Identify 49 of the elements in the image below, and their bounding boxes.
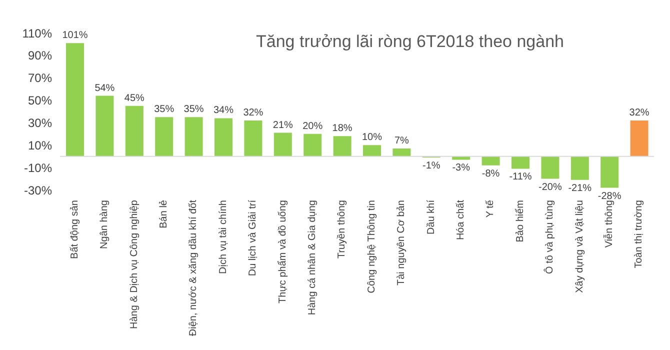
- chart-title: Tăng trưởng lãi ròng 6T2018 theo ngành: [255, 32, 565, 52]
- x-tick-label: Xây dựng và Vật liệu: [574, 200, 586, 293]
- data-label: 32%: [243, 107, 264, 118]
- x-tick-label: Du lịch và Giải trí: [248, 200, 259, 276]
- data-label: -1%: [422, 160, 440, 172]
- data-label: 7%: [394, 136, 410, 147]
- x-tick-label: Dịch vụ tài chính: [218, 200, 229, 274]
- data-label: 101%: [62, 30, 88, 42]
- x-tick-label: Bán lẻ: [158, 200, 170, 228]
- data-label: -28%: [598, 190, 622, 202]
- y-tick-label: 50%: [28, 94, 52, 108]
- x-tick-label: Toàn thị trường: [634, 200, 645, 268]
- data-label: 35%: [184, 104, 204, 116]
- x-tick-label: Tài nguyên Cơ bản: [396, 200, 408, 286]
- data-label: -20%: [538, 182, 562, 193]
- x-tick-label: Hàng & Dịch vụ Công nghiệp: [128, 200, 140, 329]
- data-label: 20%: [302, 120, 323, 132]
- x-tick-label: Bảo hiểm: [514, 200, 526, 242]
- x-tick-label: Công nghệ Thông tin: [366, 200, 378, 294]
- data-label: 54%: [94, 82, 115, 94]
- y-tick-label: 70%: [28, 71, 52, 86]
- y-tick-label: 90%: [28, 48, 52, 63]
- data-label: -21%: [568, 182, 592, 194]
- data-label: -8%: [482, 168, 500, 180]
- data-label: -3%: [452, 162, 470, 174]
- x-tick-label: Hóa chất: [455, 200, 466, 240]
- x-tick-label: Dầu khí: [426, 200, 437, 234]
- x-tick-label: Viễn thông: [602, 200, 615, 248]
- data-label: 34%: [213, 105, 234, 116]
- x-tick-label: Hàng cá nhân & Gia dụng: [306, 200, 318, 316]
- x-tick-label: Ngân hàng: [99, 200, 110, 249]
- y-tick-label: 30%: [28, 116, 52, 130]
- data-label: 21%: [272, 120, 294, 131]
- x-tick-label: Thực phẩm và đồ uống: [276, 200, 288, 304]
- x-tick-label: Truyền thông: [336, 200, 348, 259]
- x-tick-label: Y tế: [485, 200, 496, 218]
- x-tick-label: Điện, nước & xăng dầu khí đốt: [188, 200, 200, 336]
- y-tick-label: -10%: [24, 160, 52, 175]
- data-label: 10%: [362, 132, 382, 144]
- x-tick-label: Ô tô và phụ tùng: [544, 200, 556, 274]
- data-label: 32%: [629, 107, 650, 118]
- y-tick-label: -30%: [24, 183, 52, 198]
- x-tick-label: Bất động sản: [69, 200, 80, 259]
- y-tick-label: 10%: [28, 138, 52, 152]
- y-tick-label: 110%: [22, 26, 52, 40]
- data-label: -11%: [509, 172, 532, 183]
- data-label: 35%: [154, 104, 174, 116]
- data-label: 18%: [332, 123, 352, 134]
- data-label: 45%: [124, 92, 145, 104]
